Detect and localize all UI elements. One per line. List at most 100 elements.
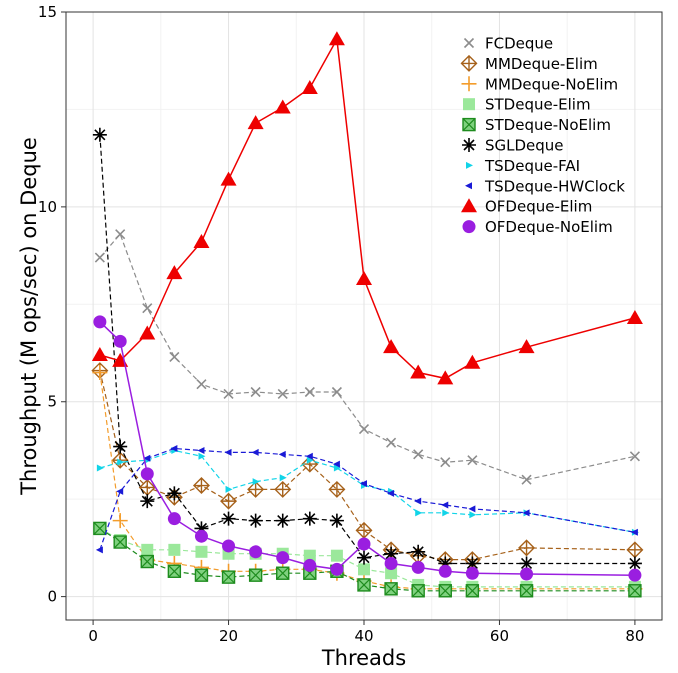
data-point bbox=[117, 458, 125, 466]
legend-label: STDeque-Elim bbox=[485, 96, 591, 114]
data-point bbox=[411, 560, 425, 574]
data-point bbox=[278, 450, 286, 458]
data-point bbox=[519, 556, 534, 571]
legend-item: MMDeque-Elim bbox=[460, 55, 598, 73]
data-point bbox=[329, 513, 344, 528]
data-point bbox=[410, 364, 427, 379]
data-point bbox=[628, 584, 642, 598]
data-point bbox=[328, 480, 346, 498]
series-fcdeque bbox=[94, 229, 640, 485]
data-point bbox=[94, 252, 105, 263]
legend-item: TSDeque-FAI bbox=[466, 157, 580, 175]
data-point bbox=[116, 487, 124, 495]
data-point bbox=[220, 171, 237, 186]
data-point bbox=[357, 537, 371, 551]
data-point bbox=[464, 354, 481, 369]
data-point bbox=[437, 370, 454, 385]
data-point bbox=[225, 485, 233, 493]
x-tick-label: 20 bbox=[219, 627, 238, 645]
series-line bbox=[99, 527, 635, 592]
data-point bbox=[358, 423, 370, 435]
data-point bbox=[247, 480, 265, 498]
data-point bbox=[251, 448, 259, 456]
data-point bbox=[143, 454, 151, 462]
series-layer bbox=[91, 31, 644, 598]
legend-label: OFDeque-NoElim bbox=[485, 218, 613, 236]
data-point bbox=[112, 513, 128, 529]
data-point bbox=[276, 566, 290, 580]
data-point bbox=[167, 486, 182, 501]
data-point bbox=[328, 31, 345, 46]
data-point bbox=[249, 545, 263, 559]
data-point bbox=[92, 365, 108, 381]
legend-item: STDeque-NoElim bbox=[462, 116, 611, 134]
legend-item: FCDeque bbox=[463, 35, 553, 53]
legend-label: SGLDeque bbox=[485, 137, 564, 155]
data-point bbox=[250, 386, 261, 398]
data-point bbox=[438, 556, 453, 571]
data-point bbox=[629, 451, 640, 462]
data-point bbox=[518, 539, 536, 557]
data-point bbox=[627, 556, 642, 571]
data-point bbox=[274, 480, 292, 498]
data-point bbox=[358, 563, 370, 576]
legend-item: OFDeque-Elim bbox=[461, 198, 592, 216]
data-point bbox=[355, 521, 373, 539]
data-point bbox=[383, 339, 400, 354]
data-point bbox=[411, 544, 426, 559]
data-point bbox=[248, 568, 263, 582]
series-stdeque-noelim bbox=[93, 521, 642, 598]
data-point bbox=[465, 556, 480, 571]
legend-label: MMDeque-NoElim bbox=[485, 75, 618, 93]
data-point bbox=[438, 564, 452, 578]
y-tick-label: 5 bbox=[47, 393, 57, 411]
legend-label: TSDeque-FAI bbox=[484, 157, 580, 175]
legend-item: TSDeque-HWClock bbox=[465, 177, 625, 195]
legend-key bbox=[465, 182, 472, 190]
data-point bbox=[330, 549, 343, 562]
y-tick-label: 10 bbox=[38, 198, 57, 216]
data-point bbox=[384, 546, 399, 561]
series-tsdeque-hwclock bbox=[95, 445, 638, 554]
data-point bbox=[301, 80, 318, 94]
legend-item: SGLDeque bbox=[462, 137, 564, 155]
series-line bbox=[99, 372, 635, 590]
data-point bbox=[252, 478, 260, 486]
data-point bbox=[92, 127, 107, 142]
data-point bbox=[518, 339, 535, 354]
data-point bbox=[220, 492, 238, 510]
data-point bbox=[441, 501, 449, 509]
data-point bbox=[194, 521, 209, 536]
data-point bbox=[442, 509, 450, 517]
data-point bbox=[167, 512, 181, 526]
data-point bbox=[277, 388, 288, 400]
data-point bbox=[221, 511, 236, 526]
data-point bbox=[467, 455, 478, 466]
data-point bbox=[332, 460, 340, 468]
data-point bbox=[387, 489, 395, 497]
data-point bbox=[438, 584, 452, 598]
data-point bbox=[630, 528, 638, 536]
data-point bbox=[303, 558, 317, 572]
data-point bbox=[142, 303, 153, 314]
y-tick-label: 15 bbox=[38, 3, 57, 21]
series-sgldeque bbox=[92, 127, 642, 571]
data-point bbox=[113, 334, 127, 348]
data-point bbox=[193, 233, 210, 248]
data-point bbox=[168, 543, 181, 556]
data-point bbox=[414, 497, 422, 505]
data-point bbox=[140, 494, 155, 509]
legend-label: FCDeque bbox=[485, 35, 553, 53]
legend-key bbox=[462, 220, 476, 234]
x-tick-label: 40 bbox=[354, 627, 373, 645]
data-point bbox=[170, 445, 178, 453]
data-point bbox=[115, 229, 126, 240]
data-point bbox=[167, 564, 182, 578]
data-point bbox=[302, 511, 317, 526]
data-point bbox=[139, 325, 156, 340]
data-point bbox=[141, 543, 154, 556]
legend-key bbox=[461, 198, 477, 213]
data-point bbox=[221, 570, 236, 584]
data-point bbox=[384, 582, 398, 596]
